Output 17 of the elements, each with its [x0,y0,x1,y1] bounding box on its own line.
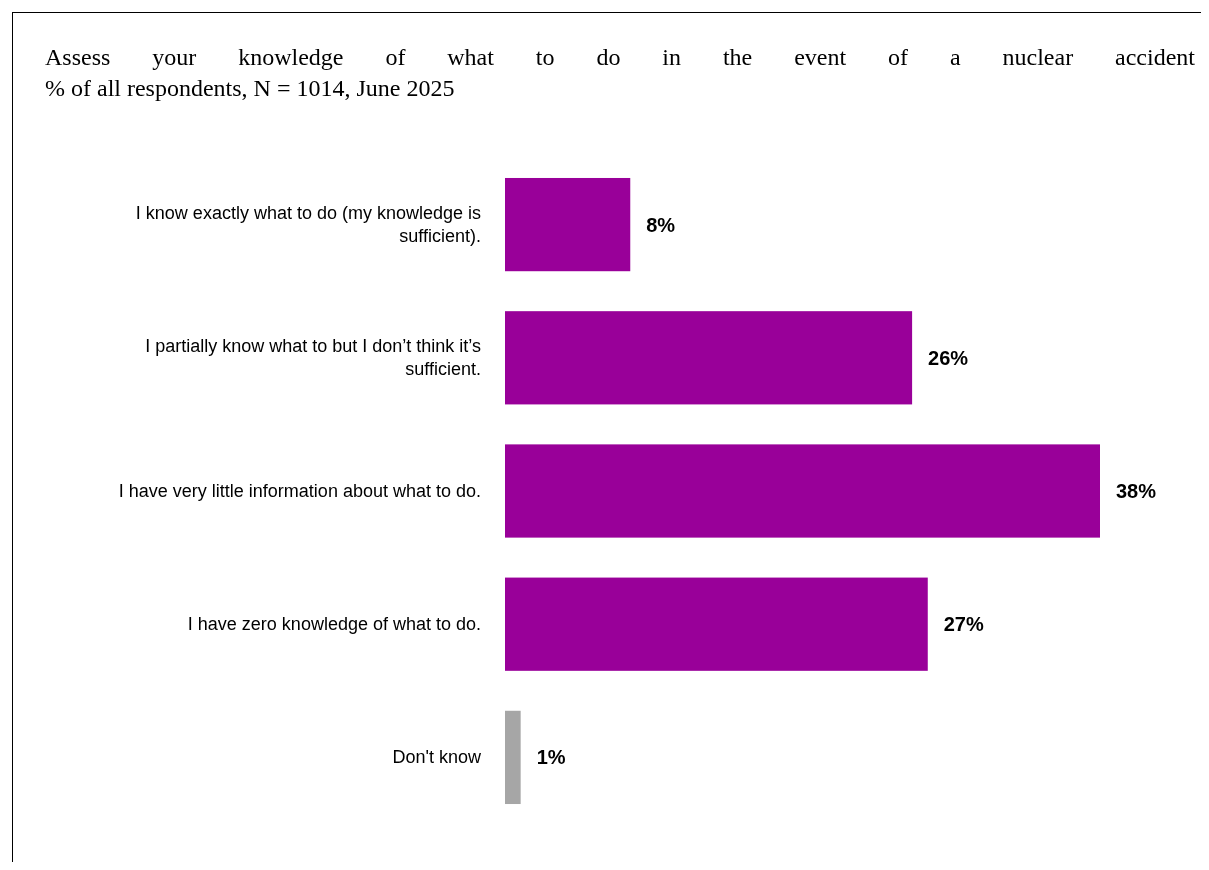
y-tick-label: I have zero knowledge of what to do. [187,614,481,635]
data-label: 27% [943,613,985,636]
data-label: 38% [1116,480,1157,502]
chart-title: Assess your knowledge of what to do in the event of a nuclear accident [45,44,1196,70]
bar [505,311,913,405]
data-label: 8% [646,213,676,236]
y-tick-label: I know exactly what to do (my knowledge is sufficient). [135,203,481,247]
data-label: 1% [536,746,566,769]
y-tick-label: I partially know what to but I don’t think it’s sufficient. [145,336,481,380]
y-tick-label: I have very little information about what to do. [118,481,481,501]
text: % of all respondents, N = 1014, June 2025 [45,75,455,101]
bar [505,177,631,272]
bar [505,444,1100,538]
bar [505,710,521,805]
bar [505,577,928,671]
data-label: 26% [928,346,969,369]
y-tick-label: Don't know [392,747,482,768]
